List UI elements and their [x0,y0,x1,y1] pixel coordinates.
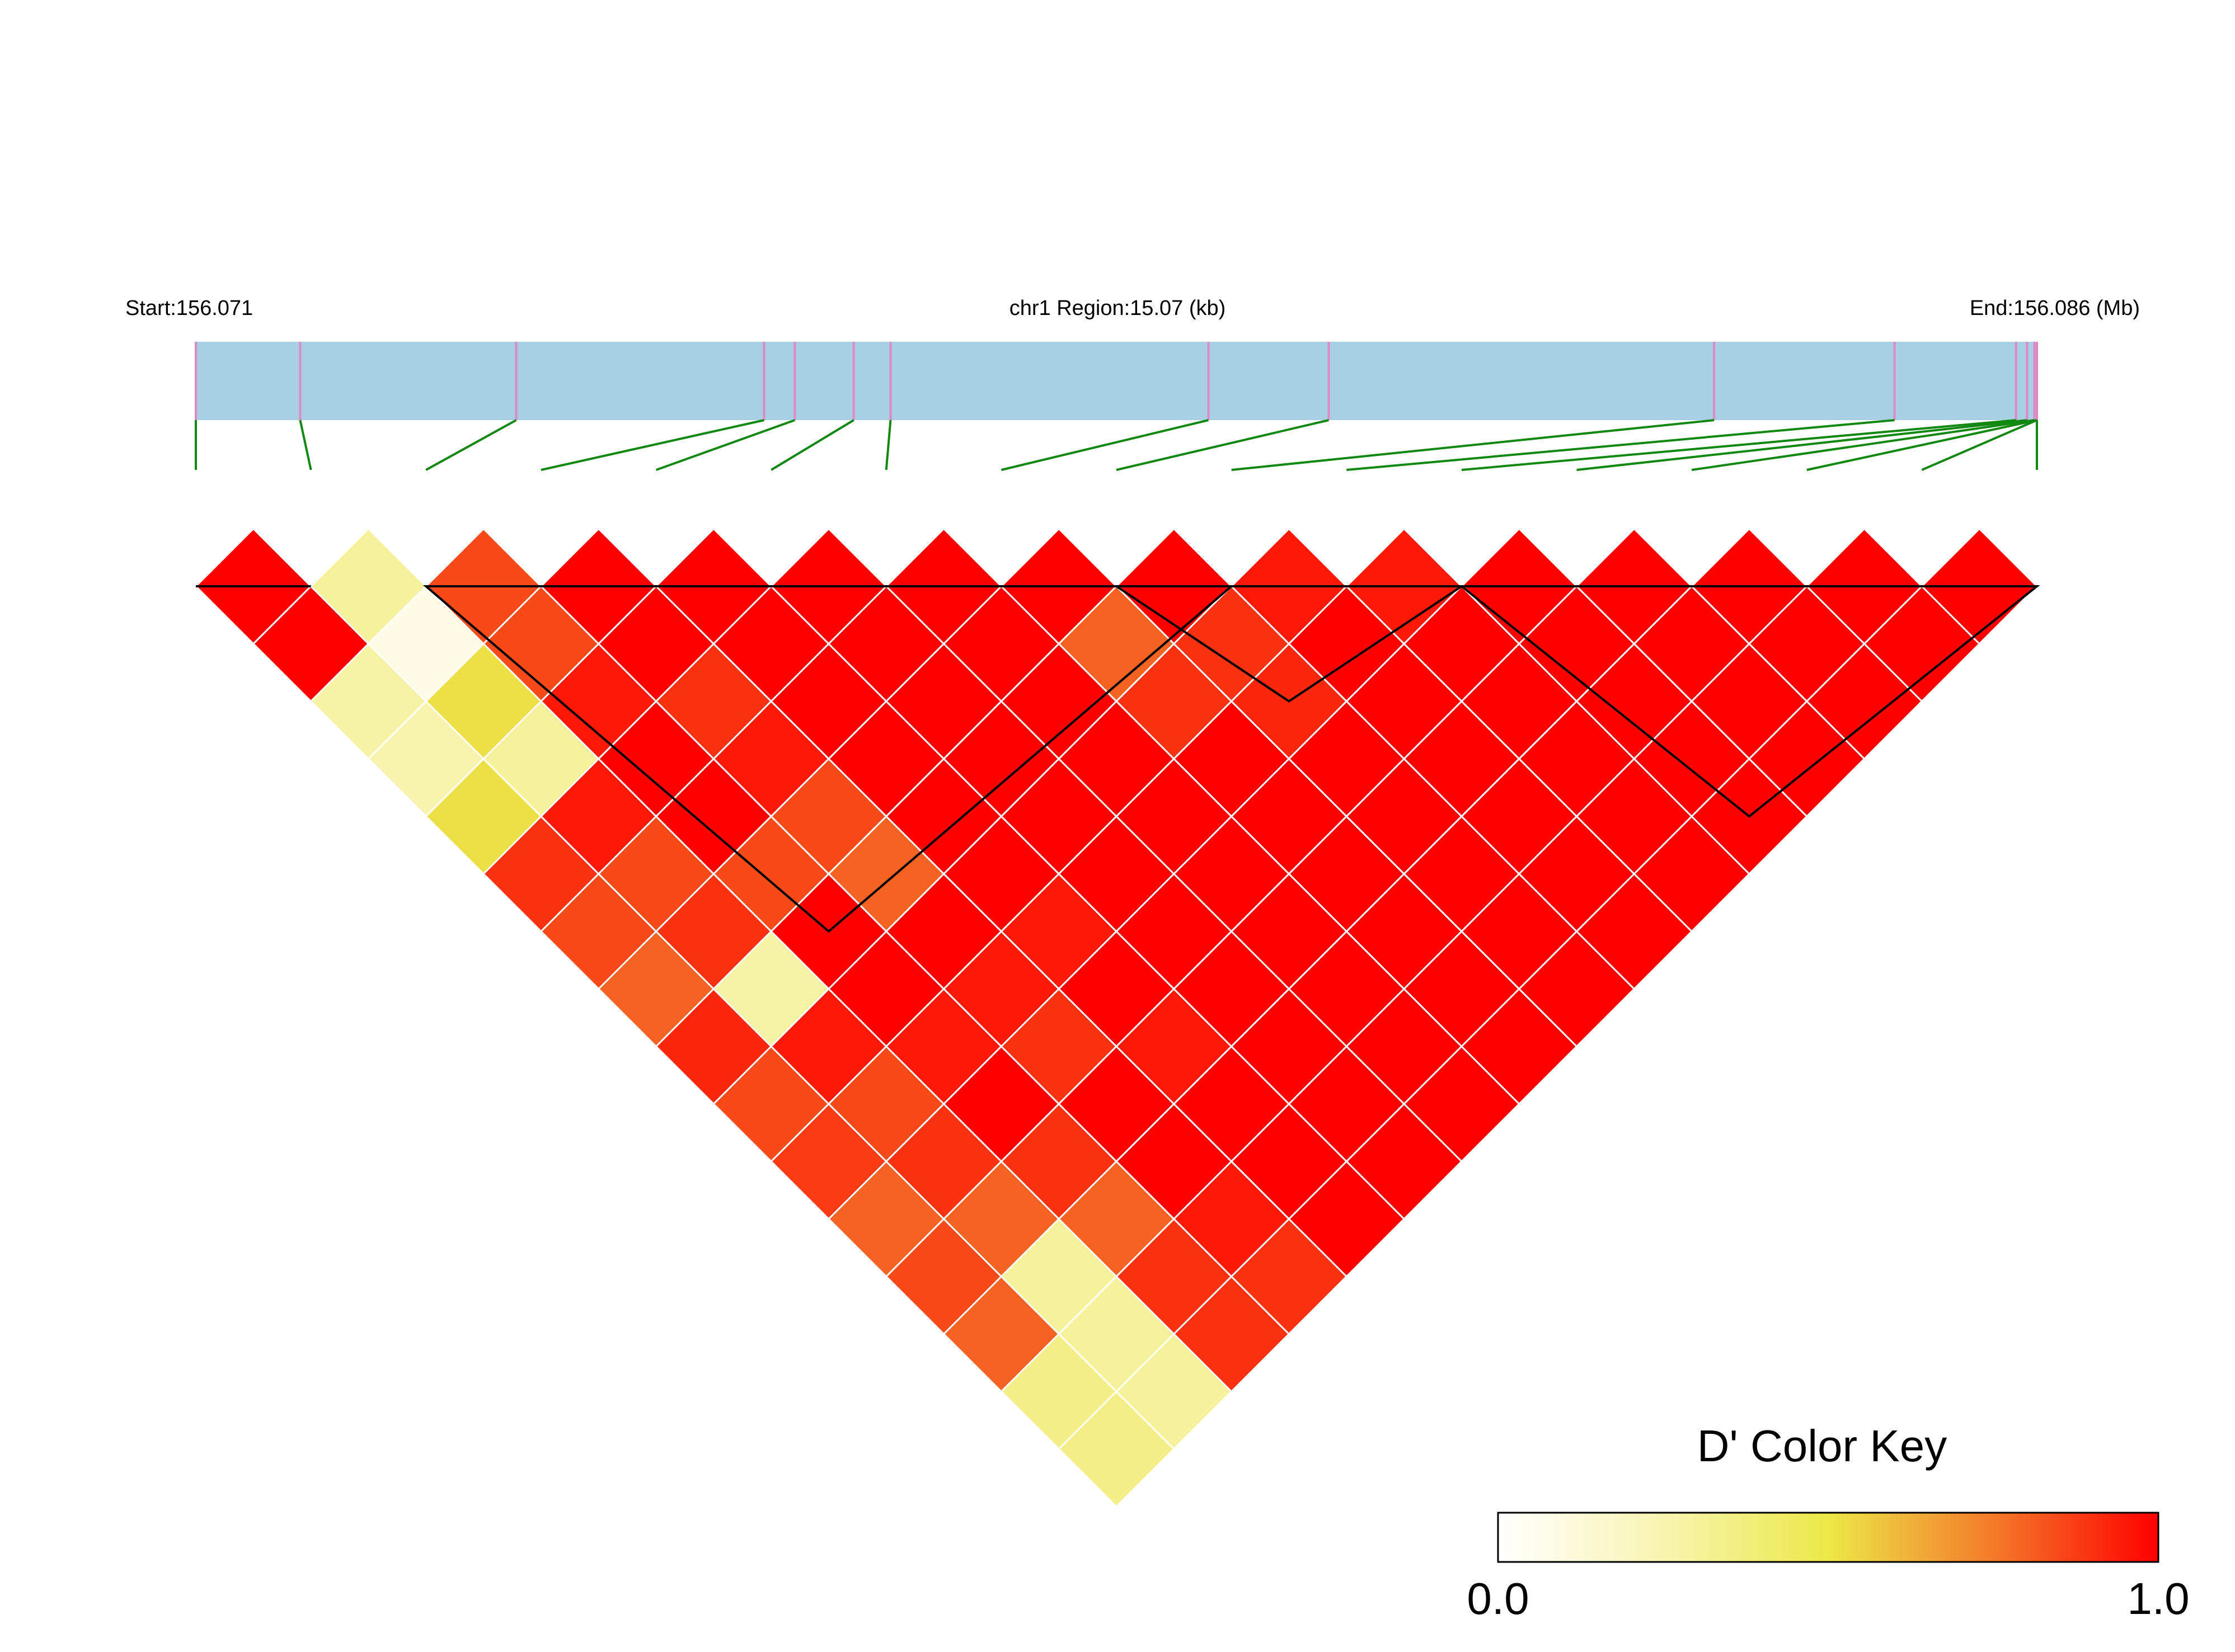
region-end-label: End:156.086 (Mb) [1970,296,2140,320]
snp-connector-lines [195,419,2038,471]
ld-heatmap [194,528,2039,1508]
snp-connector-line [1346,419,1895,471]
color-key-min-label: 0.0 [1467,1574,1529,1623]
color-key: D' Color Key 0.0 1.0 [1467,1421,2189,1623]
snp-connector-line [541,419,764,471]
ld-block-outline [1112,585,1466,703]
snp-connector-line [1461,419,2016,471]
color-key-title: D' Color Key [1697,1421,1947,1471]
snp-position-ticks [195,342,2038,420]
snp-connector-line [885,420,892,470]
ld-block-outline [422,585,1235,933]
ld-block-outlines [196,585,2040,933]
snp-connector-line [771,419,854,471]
ld-block-outline [1458,585,2040,818]
region-start-label: Start:156.071 [125,296,253,320]
snp-connector-line [1691,419,2035,471]
snp-connector-line [655,419,796,471]
color-key-max-label: 1.0 [2127,1574,2189,1623]
snp-connector-line [1806,419,2037,471]
snp-connector-line [1576,419,2027,471]
snp-connector-line [1921,419,2037,471]
snp-connector-line [425,419,517,471]
snp-connector-line [1001,419,1209,471]
snp-connector-line [1231,419,1715,471]
chromosome-region-track [196,342,2037,420]
region-title: chr1 Region:15.07 (kb) [1009,296,1226,320]
snp-connector-line [299,420,312,470]
color-key-gradient-bar [1497,1512,2159,1563]
snp-connector-line [1116,419,1329,471]
